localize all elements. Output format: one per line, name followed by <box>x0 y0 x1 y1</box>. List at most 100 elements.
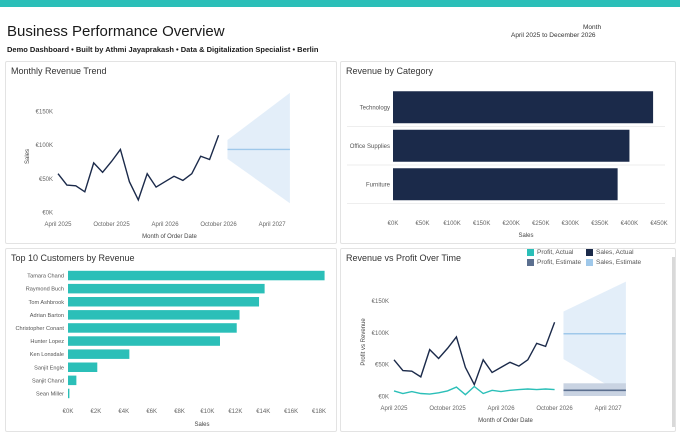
x-tick-label: €200K <box>503 221 520 227</box>
revenue-vs-profit-panel: Revenue vs Profit Over Time €0K €50K €100K… <box>340 248 676 432</box>
legend-label: Profit, Actual <box>537 249 574 256</box>
month-filter-value[interactable]: April 2025 to December 2026 <box>511 32 596 39</box>
revenue-vs-profit-chart[interactable]: €0K €50K €100K €150K April 2025 October 2025 A… <box>341 249 675 431</box>
page-subtitle: Demo Dashboard • Built by Athmi Jayaprak… <box>7 45 319 54</box>
legend-label: Sales, Estimate <box>596 259 642 266</box>
customer-label: Raymond Buch <box>26 287 64 293</box>
customer-label: Adrian Barton <box>30 313 64 319</box>
customer-label: Sanjit Chand <box>32 378 64 384</box>
revenue-by-category-chart[interactable]: Technology Office Supplies Furniture €0K €50… <box>341 62 675 243</box>
legend-label: Profit, Estimate <box>537 259 582 266</box>
category-label: Furniture <box>366 182 391 188</box>
x-tick-label: €14K <box>256 409 270 415</box>
x-tick-label: €0K <box>63 409 74 415</box>
x-axis-title: Sales <box>518 233 533 239</box>
customer-bar <box>68 362 98 372</box>
category-bar <box>393 129 630 162</box>
customer-bar <box>68 297 260 307</box>
customer-label: Christopher Conant <box>15 326 64 332</box>
top-customers-chart[interactable]: Tamara Chand Raymond Buch Tom Ashbrook Adri… <box>6 249 336 431</box>
x-tick-label: €8K <box>174 409 185 415</box>
x-tick-label: €0K <box>388 221 399 227</box>
x-tick-label: April 2025 <box>44 222 72 228</box>
y-tick-label: €150K <box>36 110 53 116</box>
y-tick-label: €100K <box>36 143 53 149</box>
x-axis-title: Sales <box>194 422 209 428</box>
panel-scrollbar[interactable] <box>672 257 675 427</box>
customer-bar <box>68 283 265 294</box>
customer-label: Tamara Chand <box>27 274 64 280</box>
x-tick-label: €100K <box>443 221 460 227</box>
x-tick-label: April 2026 <box>152 222 180 228</box>
customer-bar <box>68 375 77 386</box>
monthly-revenue-chart[interactable]: €0K €50K €100K €150K April 2025 October 2025 A… <box>6 62 336 243</box>
x-tick-label: €400K <box>621 221 638 227</box>
x-tick-label: October 2026 <box>536 406 573 412</box>
y-tick-label: €50K <box>375 363 389 369</box>
profit-actual-line <box>393 385 555 396</box>
customer-bar <box>68 349 130 359</box>
legend-item[interactable]: Sales, Estimate <box>586 259 641 266</box>
customer-bar <box>68 270 325 281</box>
x-tick-label: October 2025 <box>93 222 130 228</box>
y-axis-title: Sales <box>25 149 31 164</box>
legend-item[interactable]: Profit, Actual <box>527 249 574 256</box>
x-tick-label: €150K <box>473 221 490 227</box>
x-tick-label: €350K <box>591 221 608 227</box>
category-label: Office Supplies <box>350 144 390 150</box>
x-tick-label: €18K <box>312 409 326 415</box>
x-tick-label: €16K <box>284 409 298 415</box>
x-tick-label: April 2027 <box>259 222 287 228</box>
top-accent-bar <box>0 0 680 7</box>
category-label: Technology <box>360 105 390 111</box>
x-tick-label: €450K <box>650 221 667 227</box>
x-tick-label: October 2025 <box>429 406 466 412</box>
customer-bar <box>68 323 237 333</box>
customer-label: Tom Ashbrook <box>29 300 65 306</box>
legend-swatch <box>586 249 593 256</box>
monthly-revenue-panel: Monthly Revenue Trend €0K €50K €100K €150K A… <box>5 61 337 244</box>
category-bar <box>393 168 618 201</box>
customer-bar <box>68 336 220 346</box>
x-tick-label: April 2027 <box>595 406 623 412</box>
customer-label: Sean Miller <box>36 391 64 397</box>
x-tick-label: April 2026 <box>488 406 516 412</box>
legend-item[interactable]: Sales, Actual <box>586 249 634 256</box>
x-tick-label: €4K <box>118 409 129 415</box>
x-tick-label: €300K <box>562 221 579 227</box>
legend-label: Sales, Actual <box>596 249 634 256</box>
monthly-revenue-title: Monthly Revenue Trend <box>11 66 107 76</box>
page-title: Business Performance Overview <box>7 23 225 40</box>
x-tick-label: €6K <box>146 409 157 415</box>
y-tick-label: €0K <box>42 211 53 217</box>
legend-item[interactable]: Profit, Estimate <box>527 259 581 266</box>
revenue-by-category-title: Revenue by Category <box>346 66 434 76</box>
customer-bar <box>68 310 240 320</box>
x-axis-title: Month of Order Date <box>142 234 197 240</box>
customer-label: Hunter Lopez <box>30 339 64 345</box>
x-tick-label: €250K <box>532 221 549 227</box>
y-axis-title: Profit vs Revenue <box>361 318 367 366</box>
category-bar <box>393 91 654 124</box>
y-tick-label: €50K <box>39 177 53 183</box>
legend-swatch <box>527 259 534 266</box>
sales-actual-line <box>393 322 556 387</box>
sales-actual-line <box>57 135 220 202</box>
x-tick-label: April 2025 <box>380 406 408 412</box>
customer-label: Sanjit Engle <box>34 365 64 371</box>
legend-swatch <box>527 249 534 256</box>
x-tick-label: €12K <box>228 409 242 415</box>
revenue-vs-profit-title: Revenue vs Profit Over Time <box>346 253 462 263</box>
month-filter-label: Month <box>583 24 602 31</box>
legend-swatch <box>586 259 593 266</box>
customer-label: Ken Lonsdale <box>30 352 64 358</box>
x-tick-label: October 2026 <box>200 222 237 228</box>
x-tick-label: €10K <box>200 409 214 415</box>
x-axis-title: Month of Order Date <box>478 418 533 424</box>
customer-bar <box>68 388 70 399</box>
sales-forecast-band <box>563 281 626 396</box>
top-customers-title: Top 10 Customers by Revenue <box>11 253 135 263</box>
y-tick-label: €100K <box>372 331 389 337</box>
top-customers-panel: Top 10 Customers by Revenue Tamara Chand… <box>5 248 337 432</box>
x-tick-label: €50K <box>416 221 430 227</box>
